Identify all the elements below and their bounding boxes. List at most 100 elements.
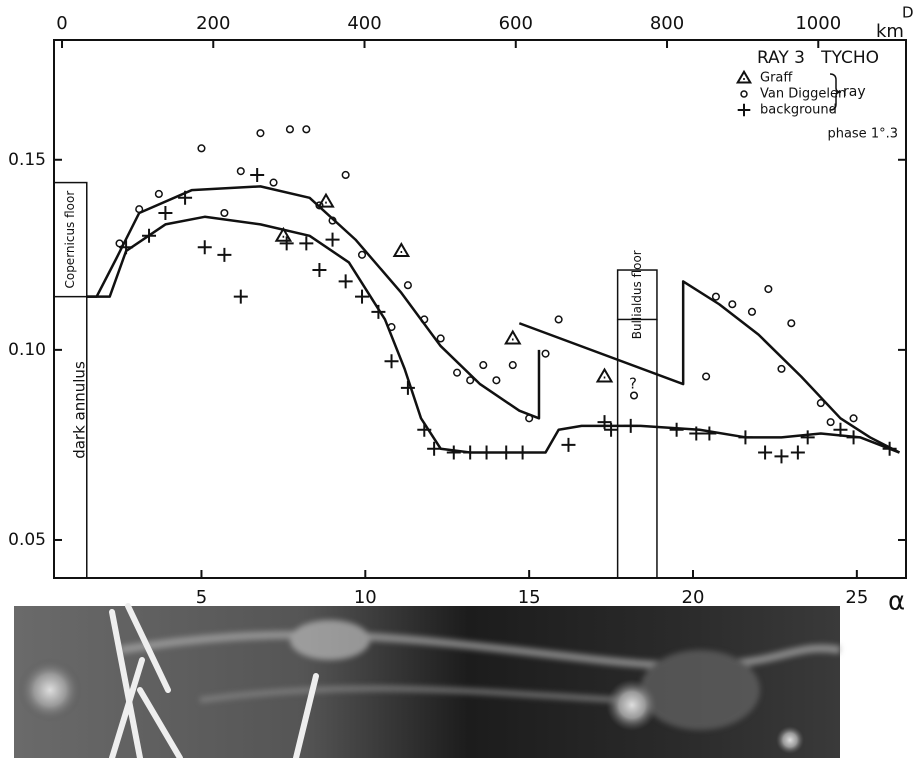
point-circle xyxy=(154,189,163,199)
point-circle xyxy=(115,239,124,248)
point-circle xyxy=(629,391,639,400)
point-circle xyxy=(285,125,294,134)
point-plus xyxy=(250,167,265,182)
point-plus xyxy=(882,441,897,456)
point-circle xyxy=(479,361,488,370)
point-plus xyxy=(738,430,753,445)
point-circle xyxy=(728,300,737,309)
lunar-photo xyxy=(14,603,841,758)
point-plus xyxy=(325,232,340,247)
chart-title: RAY 3 TYCHO xyxy=(757,48,879,68)
point-plus xyxy=(400,380,415,395)
point-plus xyxy=(774,449,789,464)
point-plus xyxy=(604,422,619,437)
legend-swatch xyxy=(737,103,751,117)
plot-frame xyxy=(53,39,907,579)
point-plus xyxy=(158,205,173,220)
x2-tick-label: 1000 xyxy=(795,13,841,34)
point-plus xyxy=(790,445,805,460)
x-tick-label: 15 xyxy=(518,587,541,608)
region-box xyxy=(53,181,88,298)
x2-axis-symbol: D xyxy=(902,4,914,22)
point-circle xyxy=(849,414,858,423)
point-circle xyxy=(315,201,324,210)
point-circle xyxy=(302,125,311,134)
point-plus xyxy=(833,422,848,437)
annotation: ? xyxy=(629,375,637,393)
point-triangle xyxy=(595,367,614,383)
point-circle xyxy=(525,414,534,423)
point-circle xyxy=(816,399,825,408)
point-plus xyxy=(499,445,514,460)
point-triangle xyxy=(392,242,411,258)
point-plus xyxy=(233,289,248,304)
point-circle xyxy=(328,216,337,225)
point-circle xyxy=(236,167,245,176)
point-triangle xyxy=(317,192,335,208)
region-box xyxy=(616,269,658,321)
point-plus xyxy=(446,445,461,460)
point-circle xyxy=(453,368,462,377)
legend-group-label: ray xyxy=(843,84,866,100)
point-plus xyxy=(597,415,612,430)
point-circle xyxy=(436,334,445,343)
point-plus xyxy=(417,422,432,437)
point-plus xyxy=(758,445,773,460)
point-plus xyxy=(800,430,815,445)
point-plus xyxy=(119,240,134,255)
point-plus xyxy=(623,418,638,433)
legend-swatch xyxy=(740,90,748,98)
point-plus xyxy=(338,274,353,289)
point-triangle xyxy=(274,226,293,242)
x2-tick-label: 400 xyxy=(347,13,381,34)
point-circle xyxy=(269,178,278,187)
x-tick-label: 25 xyxy=(845,587,868,608)
point-plus xyxy=(355,289,370,304)
y-tick-label: 0.05 xyxy=(8,530,46,550)
point-plus xyxy=(312,263,327,278)
annotation: dark annulus xyxy=(71,361,89,459)
point-plus xyxy=(142,228,157,243)
point-circle xyxy=(357,250,367,259)
point-plus xyxy=(384,354,399,369)
point-circle xyxy=(777,364,786,373)
curve xyxy=(86,185,541,420)
point-plus xyxy=(197,240,212,255)
legend-label: Graff xyxy=(760,71,793,86)
point-plus xyxy=(669,422,684,437)
point-circle xyxy=(387,323,396,332)
point-circle xyxy=(466,376,475,385)
x-tick-label: 10 xyxy=(354,587,377,608)
subtitle: phase 1°.3 xyxy=(827,127,898,142)
point-plus xyxy=(279,236,294,251)
legend-brace xyxy=(829,73,842,111)
point-plus xyxy=(299,236,314,251)
point-circle xyxy=(826,418,835,427)
point-circle xyxy=(747,307,757,316)
point-plus xyxy=(217,247,232,262)
point-plus xyxy=(846,430,861,445)
y-tick-label: 0.15 xyxy=(8,150,46,170)
point-circle xyxy=(711,292,720,301)
legend-label: Van Diggelen xyxy=(760,87,846,102)
point-circle xyxy=(256,129,265,138)
x2-axis-label: km xyxy=(876,21,904,42)
legend-swatch xyxy=(735,69,753,84)
point-circle xyxy=(197,144,206,153)
y-tick-label: 0.10 xyxy=(8,340,46,360)
point-plus xyxy=(561,437,576,452)
x2-tick-label: 0 xyxy=(56,13,67,34)
x2-tick-label: 800 xyxy=(650,13,684,34)
curve xyxy=(518,280,901,454)
x-tick-label: 20 xyxy=(682,587,705,608)
point-plus xyxy=(178,190,193,205)
point-plus xyxy=(479,445,494,460)
legend-label: background xyxy=(760,103,837,118)
region-label: Bullialdus floor xyxy=(630,250,644,339)
point-plus xyxy=(515,445,530,460)
point-plus xyxy=(427,441,442,456)
curve xyxy=(86,215,900,454)
point-circle xyxy=(492,376,501,385)
region-label: Copernicus floor xyxy=(63,191,77,289)
